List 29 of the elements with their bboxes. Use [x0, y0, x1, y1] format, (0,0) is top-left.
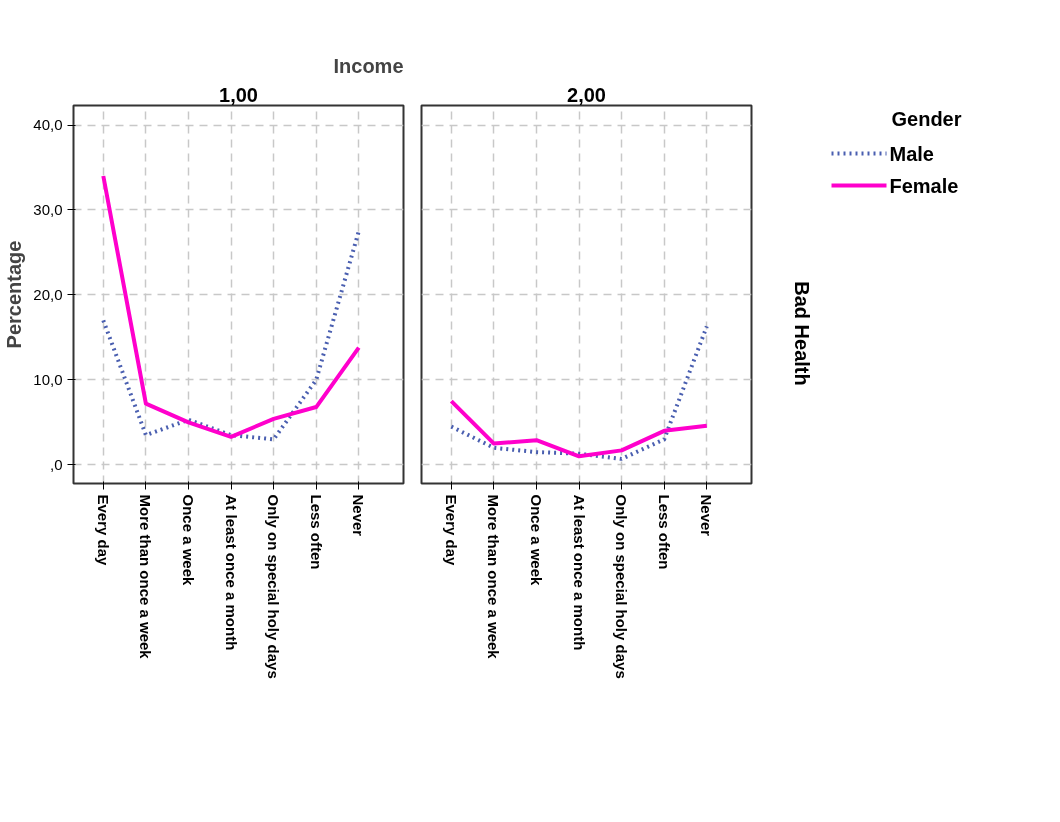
x-tick-label: Once a week — [527, 494, 545, 587]
chart-title: 1,00 — [219, 83, 258, 106]
x-tick-label: Every day — [442, 494, 460, 567]
legend-title: Gender — [891, 107, 962, 130]
x-tick-label: More than once a week — [485, 494, 503, 660]
x-tick-label: Never — [350, 494, 368, 537]
legend-label: Male — [889, 142, 934, 165]
y-tick-label: 30,0 — [33, 200, 63, 218]
x-tick-label: Less often — [307, 494, 325, 570]
legend-label: Female — [889, 174, 959, 197]
x-tick-label: Only on special holy days — [265, 494, 283, 679]
y-tick-label: 40,0 — [33, 116, 63, 134]
line-series — [101, 174, 361, 439]
x-tick-label: More than once a week — [137, 494, 155, 660]
x-tick-label: At least once a month — [570, 494, 588, 651]
chart-title: 2,00 — [567, 83, 606, 106]
y-tick-label: 10,0 — [33, 370, 63, 388]
x-tick-label: Only on special holy days — [613, 494, 631, 679]
line-series — [101, 229, 361, 442]
x-tick-label: Every day — [94, 494, 112, 567]
y-tick-label: ,0 — [49, 455, 63, 473]
text: Income — [333, 54, 404, 77]
x-tick-label: Once a week — [179, 494, 197, 587]
x-tick-label: At least once a month — [222, 494, 240, 651]
text: Bad Health — [790, 281, 813, 386]
x-tick-label: Never — [698, 494, 716, 537]
y-tick-label: 20,0 — [33, 285, 63, 303]
x-tick-label: Less often — [655, 494, 673, 570]
y-axis-title: Percentage — [3, 240, 26, 349]
